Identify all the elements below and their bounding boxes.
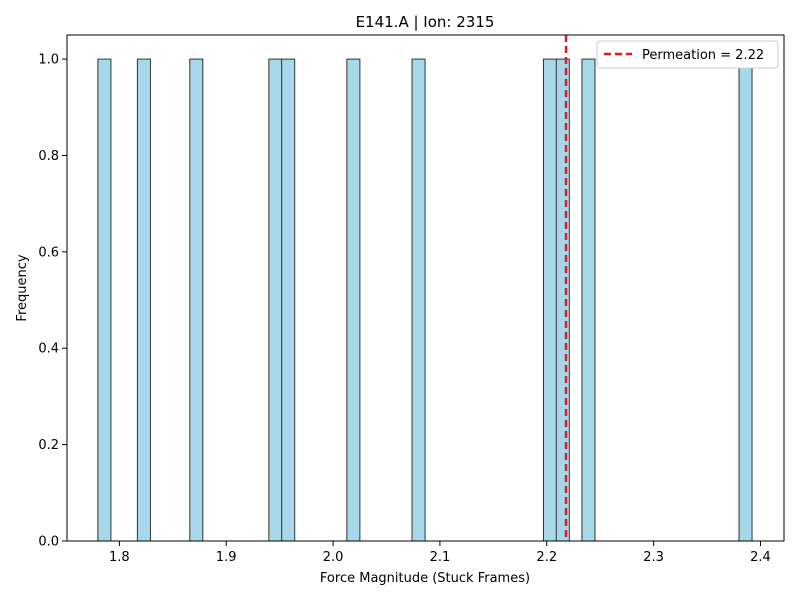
- x-axis-ticks: 1.8 1.9 2.0 2.1 2.2 2.3 2.4: [109, 541, 771, 565]
- histogram-bar: [97, 58, 112, 542]
- x-axis-label: Force Magnitude (Stuck Frames): [320, 571, 530, 586]
- y-tick-label: 0.0: [38, 535, 59, 550]
- histogram-bar: [738, 58, 753, 542]
- x-tick-label: 2.4: [750, 550, 771, 565]
- x-tick-label: 1.9: [216, 550, 237, 565]
- histogram-bar: [581, 58, 596, 542]
- histogram-bar: [136, 58, 151, 542]
- x-tick-label: 2.1: [430, 550, 451, 565]
- y-tick-label: 0.6: [38, 245, 59, 260]
- histogram-bar: [346, 58, 361, 542]
- histogram-bar: [555, 58, 570, 542]
- bars-group: [97, 58, 753, 542]
- plot-frame: [66, 34, 785, 542]
- y-tick-label: 0.8: [38, 149, 59, 164]
- y-tick-label: 0.2: [38, 438, 59, 453]
- y-tick-label: 1.0: [38, 53, 59, 68]
- x-tick-label: 2.2: [536, 550, 557, 565]
- x-tick-label: 2.3: [643, 550, 664, 565]
- legend-box: [596, 40, 779, 69]
- y-axis-ticks: 0.0 0.2 0.4 0.6 0.8 1.0: [38, 53, 67, 550]
- y-tick-label: 0.4: [38, 342, 59, 357]
- histogram-bar: [411, 58, 426, 542]
- histogram-bar: [268, 58, 283, 542]
- histogram-bar: [542, 58, 558, 542]
- x-tick-label: 2.0: [323, 550, 344, 565]
- legend: Permeation = 2.22: [596, 40, 779, 69]
- x-tick-label: 1.8: [109, 550, 130, 565]
- histogram-bar: [189, 58, 204, 542]
- y-axis-label: Frequency: [15, 254, 30, 321]
- histogram-bar: [281, 58, 296, 542]
- chart-title: E141.A | Ion: 2315: [356, 13, 495, 31]
- legend-entry-label: Permeation = 2.22: [642, 48, 764, 63]
